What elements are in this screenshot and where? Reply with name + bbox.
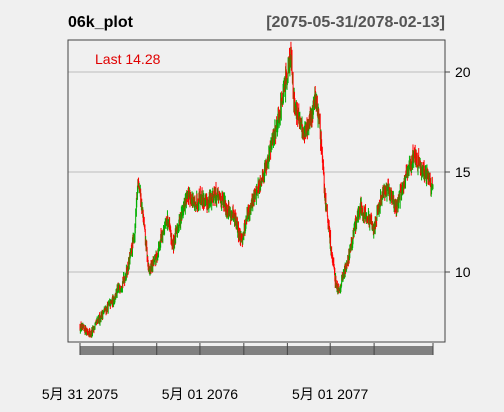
date-range: [2075-05-31/2078-02-13] xyxy=(266,14,445,31)
x-tick-label: 5月 01 2077 xyxy=(292,386,368,402)
gridlines xyxy=(68,71,445,273)
last-value-annotation: Last 14.28 xyxy=(95,51,161,67)
x-tick-label: 5月 01 2076 xyxy=(162,386,238,402)
x-axis-bar xyxy=(79,343,434,355)
y-tick-label: 10 xyxy=(455,264,471,280)
candles xyxy=(79,41,434,338)
y-tick-label: 20 xyxy=(455,64,471,80)
x-axis-labels: 5月 31 2075 5月 01 2076 5月 01 2077 xyxy=(42,386,369,402)
plot-frame xyxy=(67,39,446,343)
x-axis-track xyxy=(80,346,433,355)
y-axis: 10 15 20 xyxy=(445,64,471,280)
y-tick-label: 15 xyxy=(455,164,471,180)
x-tick-label: 5月 31 2075 xyxy=(42,386,118,402)
chart-title: 06k_plot xyxy=(68,14,134,31)
